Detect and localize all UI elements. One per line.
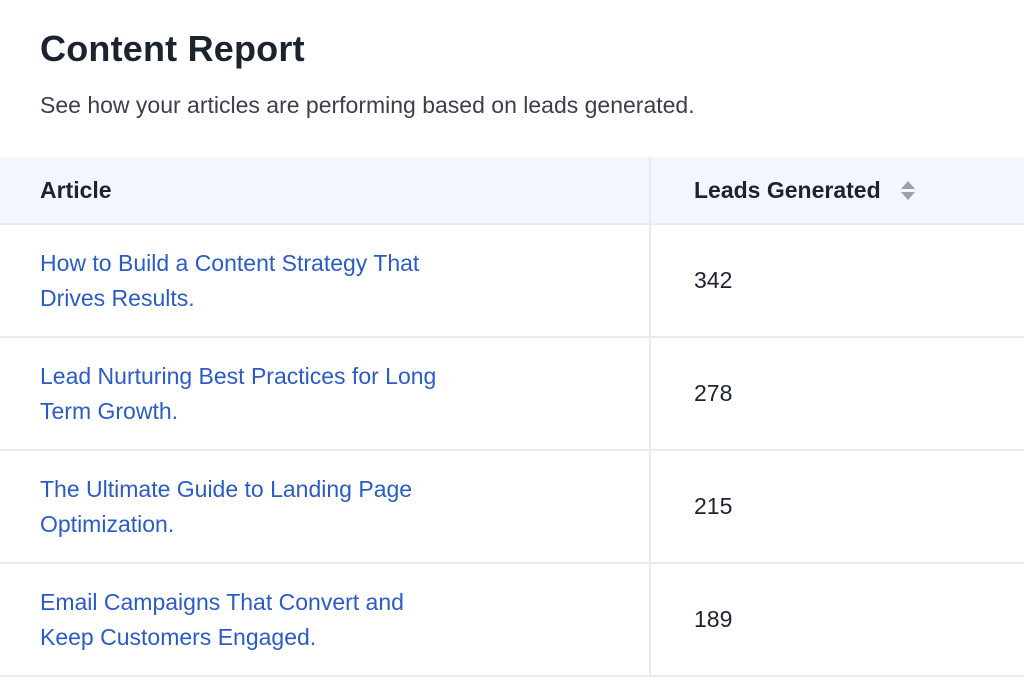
content-report-table: Article Leads Generated How to Build a C… [0,157,1024,677]
table-header-row: Article Leads Generated [0,157,1024,225]
article-link[interactable]: Email Campaigns That Convert and Keep Cu… [40,588,404,650]
leads-value: 189 [694,606,733,632]
article-column-label: Article [40,176,112,203]
table-row: How to Build a Content Strategy That Dri… [0,225,1024,338]
table-row: The Ultimate Guide to Landing Page Optim… [0,451,1024,564]
report-header: Content Report See how your articles are… [40,28,1004,119]
article-cell: The Ultimate Guide to Landing Page Optim… [0,451,651,562]
table-row: Lead Nurturing Best Practices for Long T… [0,338,1024,451]
leads-cell: 342 [651,225,1024,336]
leads-cell: 189 [651,564,1024,675]
page-subtitle: See how your articles are performing bas… [40,92,695,118]
article-link[interactable]: The Ultimate Guide to Landing Page Optim… [40,475,413,537]
leads-cell: 215 [651,451,1024,562]
table-row: Email Campaigns That Convert and Keep Cu… [0,564,1024,677]
article-column-header: Article [0,157,651,223]
article-link[interactable]: How to Build a Content Strategy That Dri… [40,249,420,311]
sort-descending-arrow-icon [900,191,915,200]
leads-value: 278 [694,380,733,406]
article-cell: How to Build a Content Strategy That Dri… [0,225,651,336]
article-cell: Email Campaigns That Convert and Keep Cu… [0,564,651,675]
sort-icon[interactable] [900,180,915,200]
leads-value: 342 [694,267,733,293]
leads-value: 215 [694,493,733,519]
sort-ascending-arrow-icon [900,180,915,189]
leads-column-header[interactable]: Leads Generated [651,157,1024,223]
article-cell: Lead Nurturing Best Practices for Long T… [0,338,651,449]
article-link[interactable]: Lead Nurturing Best Practices for Long T… [40,362,437,424]
page-title: Content Report [40,28,305,69]
leads-column-label[interactable]: Leads Generated [694,176,881,203]
leads-cell: 278 [651,338,1024,449]
